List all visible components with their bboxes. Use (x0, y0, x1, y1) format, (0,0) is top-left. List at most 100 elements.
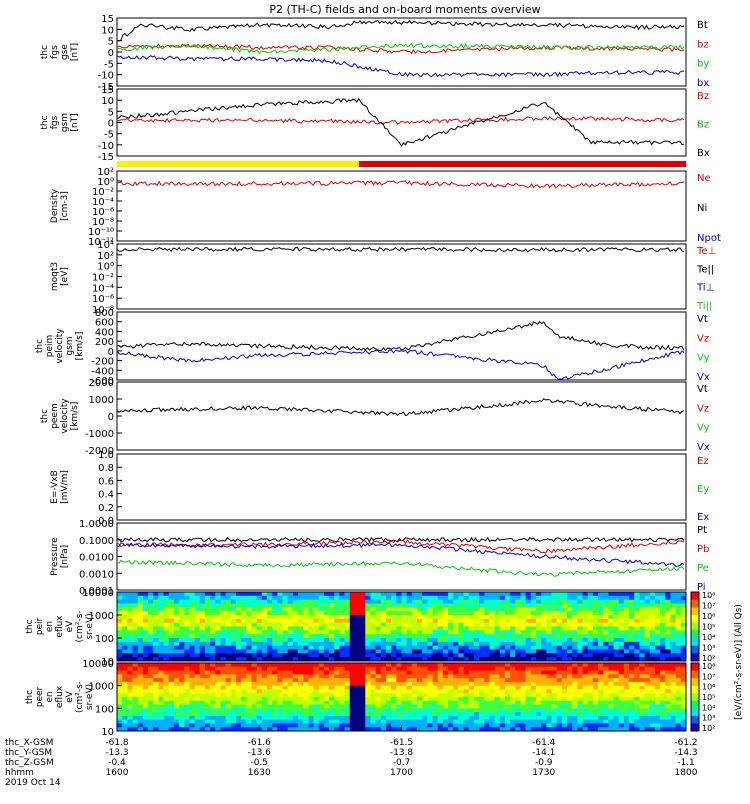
spectrogram-cell (639, 708, 646, 713)
spectrogram-cell (494, 663, 501, 668)
spectrogram-cell (158, 719, 165, 724)
spectrogram-cell (623, 670, 630, 675)
spectrogram-cell (598, 704, 604, 709)
legend-vy: Vy (697, 423, 710, 434)
spectrogram-cell (520, 727, 527, 732)
spectrogram-cell (308, 712, 315, 717)
spectrogram-cell (303, 615, 309, 620)
spectrogram-cell (644, 719, 651, 724)
spectrogram-cell (272, 715, 278, 721)
spectrogram-cell (308, 599, 315, 604)
spectrogram-cell (634, 715, 640, 721)
spectrogram-cell (349, 599, 356, 604)
spectrogram-cell (148, 681, 154, 687)
spectrogram-cell (287, 599, 294, 604)
spectrogram-cell (256, 603, 263, 608)
spectrogram-cell (551, 630, 558, 635)
spectrogram-cell (587, 689, 594, 694)
spectrogram-cell (204, 678, 211, 683)
spectrogram-cell (680, 645, 687, 650)
spectrogram-cell (385, 618, 392, 624)
spectrogram-cell (318, 681, 325, 687)
spectrogram-cell (127, 592, 134, 597)
spectrogram-cell (334, 666, 340, 672)
spectrogram-cell (391, 615, 397, 620)
spectrogram-cell (354, 674, 361, 679)
spectrogram-cell (298, 611, 304, 616)
spectrogram-cell (349, 592, 356, 597)
spectrogram-cell (292, 626, 299, 631)
spectrogram-cell (510, 670, 516, 675)
spectrogram-cell (629, 681, 635, 687)
spectrogram-cell (241, 618, 247, 624)
spectrogram-cell (225, 704, 232, 709)
series-line-fgs-gse-bx (116, 55, 684, 78)
spectrogram-cell (535, 626, 542, 631)
spectrogram-cell (411, 700, 418, 706)
spectrogram-cell (463, 645, 470, 650)
spectrogram-cell (375, 603, 382, 608)
spectrogram-cell (499, 697, 506, 702)
spectrogram-cell (634, 681, 640, 687)
spectrogram-cell (510, 704, 516, 709)
spectrogram-cell (453, 649, 459, 654)
spectrogram-cell (303, 618, 309, 624)
spectrogram-cell (148, 708, 154, 713)
spectrogram-cell (401, 704, 408, 709)
spectrogram-cell (654, 712, 661, 717)
spectrogram-cell (318, 603, 325, 608)
spectrogram-cell (396, 607, 402, 612)
spectrogram-cell (660, 618, 666, 624)
spectrogram-cell (665, 611, 671, 616)
spectrogram-cell (654, 607, 661, 612)
spectrogram-cell (256, 638, 263, 643)
spectrogram-cell (137, 592, 144, 597)
spectrogram-cell (142, 653, 149, 658)
spectrogram-cell (225, 618, 232, 624)
spectrogram-cell (448, 663, 454, 668)
spectrogram-cell (292, 663, 299, 668)
x-tick-value: -61.5 (390, 738, 413, 748)
spectrogram-cell (230, 653, 237, 658)
spectrogram-cell (577, 681, 584, 687)
spectrogram-cell (675, 727, 682, 732)
y-tick-label: -5 (104, 59, 114, 70)
spectrogram-cell (344, 689, 351, 694)
spectrogram-cell (494, 622, 501, 627)
spectrogram-cell (225, 700, 232, 706)
spectrogram-cell (680, 618, 687, 624)
spectrogram-cell (535, 603, 542, 608)
spectrogram-cell (323, 689, 330, 694)
spectrogram-cell (354, 708, 361, 713)
spectrogram-cell (261, 689, 268, 694)
spectrogram-cell (639, 712, 646, 717)
spectrogram-cell (137, 618, 144, 624)
spectrogram-cell (267, 685, 273, 690)
spectrogram-cell (567, 599, 573, 604)
spectrogram-cell (163, 685, 170, 690)
spectrogram-cell (546, 626, 553, 631)
spectrogram-cell (189, 704, 196, 709)
spectrogram-cell (530, 674, 537, 679)
spectrogram-cell (329, 723, 335, 728)
spectrogram-cell (251, 708, 258, 713)
spectrogram-cell (153, 649, 159, 654)
spectrogram-cell (153, 704, 159, 709)
spectrogram-cell (453, 674, 459, 679)
spectrogram-cell (318, 634, 325, 639)
spectrogram-cell (473, 674, 480, 679)
spectrogram-cell (168, 626, 175, 631)
spectrogram-cell (463, 595, 470, 601)
spectrogram-cell (220, 681, 227, 687)
spectrogram-cell (303, 595, 309, 601)
spectrogram-cell (453, 719, 459, 724)
spectrogram-cell (665, 595, 671, 601)
y-tick-label: 10⁰ (97, 262, 114, 273)
spectrogram-cell (644, 599, 651, 604)
spectrogram-cell (484, 666, 490, 672)
spectrogram-cell (132, 618, 139, 624)
spectrogram-cell (127, 689, 134, 694)
spectrogram-cell (173, 681, 180, 687)
spectrogram-cell (556, 645, 563, 650)
spectrogram-cell (561, 700, 568, 706)
